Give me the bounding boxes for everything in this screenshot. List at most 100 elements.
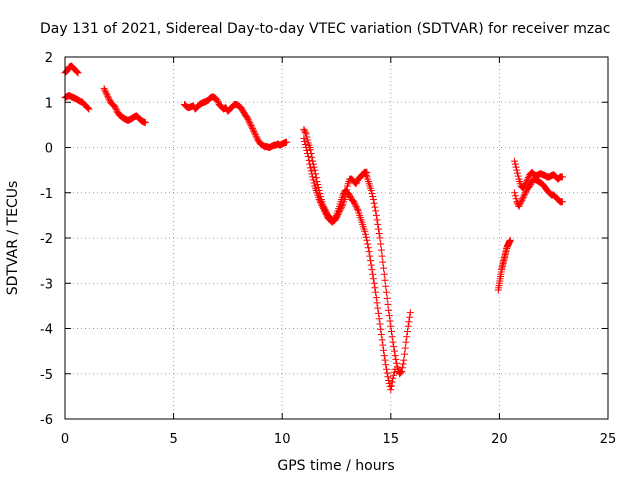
data-point-marker <box>310 163 318 171</box>
data-point-marker <box>102 88 110 96</box>
data-point-marker <box>304 150 312 158</box>
data-point-marker <box>380 346 388 354</box>
data-point-marker <box>317 200 325 208</box>
data-point-marker <box>364 244 372 252</box>
data-point-marker <box>305 156 313 164</box>
data-point-marker <box>301 137 309 145</box>
data-point-marker <box>303 133 311 141</box>
data-point-marker <box>253 134 261 142</box>
data-point-marker <box>388 333 396 341</box>
data-point-marker <box>380 352 388 360</box>
x-tick-label: 25 <box>600 432 617 447</box>
data-point-marker <box>406 309 414 317</box>
data-points <box>61 62 566 394</box>
data-point-marker <box>283 138 291 146</box>
data-point-marker <box>393 359 401 367</box>
data-point-marker <box>373 216 381 224</box>
data-point-marker <box>364 240 372 248</box>
y-tick-label: 1 <box>45 96 53 111</box>
grid-lines <box>64 56 609 420</box>
data-point-marker <box>318 202 326 210</box>
data-point-marker <box>306 146 314 154</box>
data-point-marker <box>382 282 390 290</box>
data-point-marker <box>506 236 514 244</box>
data-point-marker <box>300 125 308 133</box>
data-point-marker <box>246 120 254 128</box>
data-point-marker <box>85 105 93 113</box>
data-point-marker <box>380 264 388 272</box>
y-tick-label: -6 <box>40 413 53 428</box>
series-track-2 <box>100 85 149 127</box>
data-point-marker <box>381 356 389 364</box>
data-point-marker <box>322 211 330 219</box>
data-point-marker <box>392 355 400 363</box>
data-point-marker <box>330 216 338 224</box>
y-tick-label: -1 <box>40 187 53 202</box>
y-tick-labels: -6 -5 -4 -3 -2 -1 0 1 2 <box>40 51 53 428</box>
data-point-marker <box>322 209 330 217</box>
data-point-marker <box>521 189 529 197</box>
data-point-marker <box>385 306 393 314</box>
data-point-marker <box>406 313 414 321</box>
data-point-marker <box>370 279 378 287</box>
data-point-marker <box>365 248 373 256</box>
data-point-marker <box>213 96 221 104</box>
x-tick-labels: 0 5 10 15 20 25 <box>61 432 616 447</box>
data-point-marker <box>361 170 369 178</box>
data-point-marker <box>374 225 382 233</box>
data-point-marker <box>368 266 376 274</box>
data-point-marker <box>511 160 519 168</box>
data-point-marker <box>390 371 398 379</box>
data-point-marker <box>245 117 253 125</box>
data-point-marker <box>376 234 384 242</box>
data-point-marker <box>513 166 521 174</box>
data-point-marker <box>104 92 112 100</box>
data-point-marker <box>401 350 409 358</box>
data-point-marker <box>512 163 520 171</box>
data-point-marker <box>519 195 527 203</box>
data-point-marker <box>524 175 532 183</box>
data-point-marker <box>248 123 256 131</box>
x-tick-label: 0 <box>61 432 69 447</box>
x-axis-label: GPS time / hours <box>277 458 394 474</box>
data-point-marker <box>304 136 312 144</box>
data-point-marker <box>332 213 340 221</box>
data-point-marker <box>385 312 393 320</box>
data-point-marker <box>521 181 529 189</box>
data-point-marker <box>520 192 528 200</box>
series-late-high <box>511 157 566 192</box>
data-point-marker <box>382 288 390 296</box>
data-point-marker <box>311 166 319 174</box>
data-point-marker <box>249 125 257 133</box>
data-point-marker <box>388 378 396 386</box>
data-point-marker <box>527 180 535 188</box>
data-point-marker <box>369 270 377 278</box>
series-drop-b <box>300 134 399 394</box>
data-point-marker <box>558 198 566 206</box>
data-point-marker <box>310 179 318 187</box>
data-point-marker <box>398 364 406 372</box>
data-point-marker <box>403 333 411 341</box>
series-recovery <box>494 236 514 294</box>
data-point-marker <box>399 360 407 368</box>
plot-frame <box>64 56 609 420</box>
y-tick-label: -2 <box>40 232 53 247</box>
data-point-marker <box>346 193 354 201</box>
data-point-marker <box>514 172 522 180</box>
data-point-marker <box>304 153 312 161</box>
y-tick-label: -3 <box>40 277 53 292</box>
data-point-marker <box>377 240 385 248</box>
data-point-marker <box>389 374 397 382</box>
data-point-marker <box>352 180 360 188</box>
data-point-marker <box>375 315 383 323</box>
x-tick-label: 20 <box>491 432 508 447</box>
data-point-marker <box>516 199 524 207</box>
data-point-marker <box>514 169 521 177</box>
data-point-marker <box>379 258 387 266</box>
data-point-marker <box>302 144 310 151</box>
data-point-marker <box>380 270 388 278</box>
data-point-marker <box>387 322 395 330</box>
x-tick-label: 10 <box>274 432 291 447</box>
data-point-marker <box>83 104 91 112</box>
